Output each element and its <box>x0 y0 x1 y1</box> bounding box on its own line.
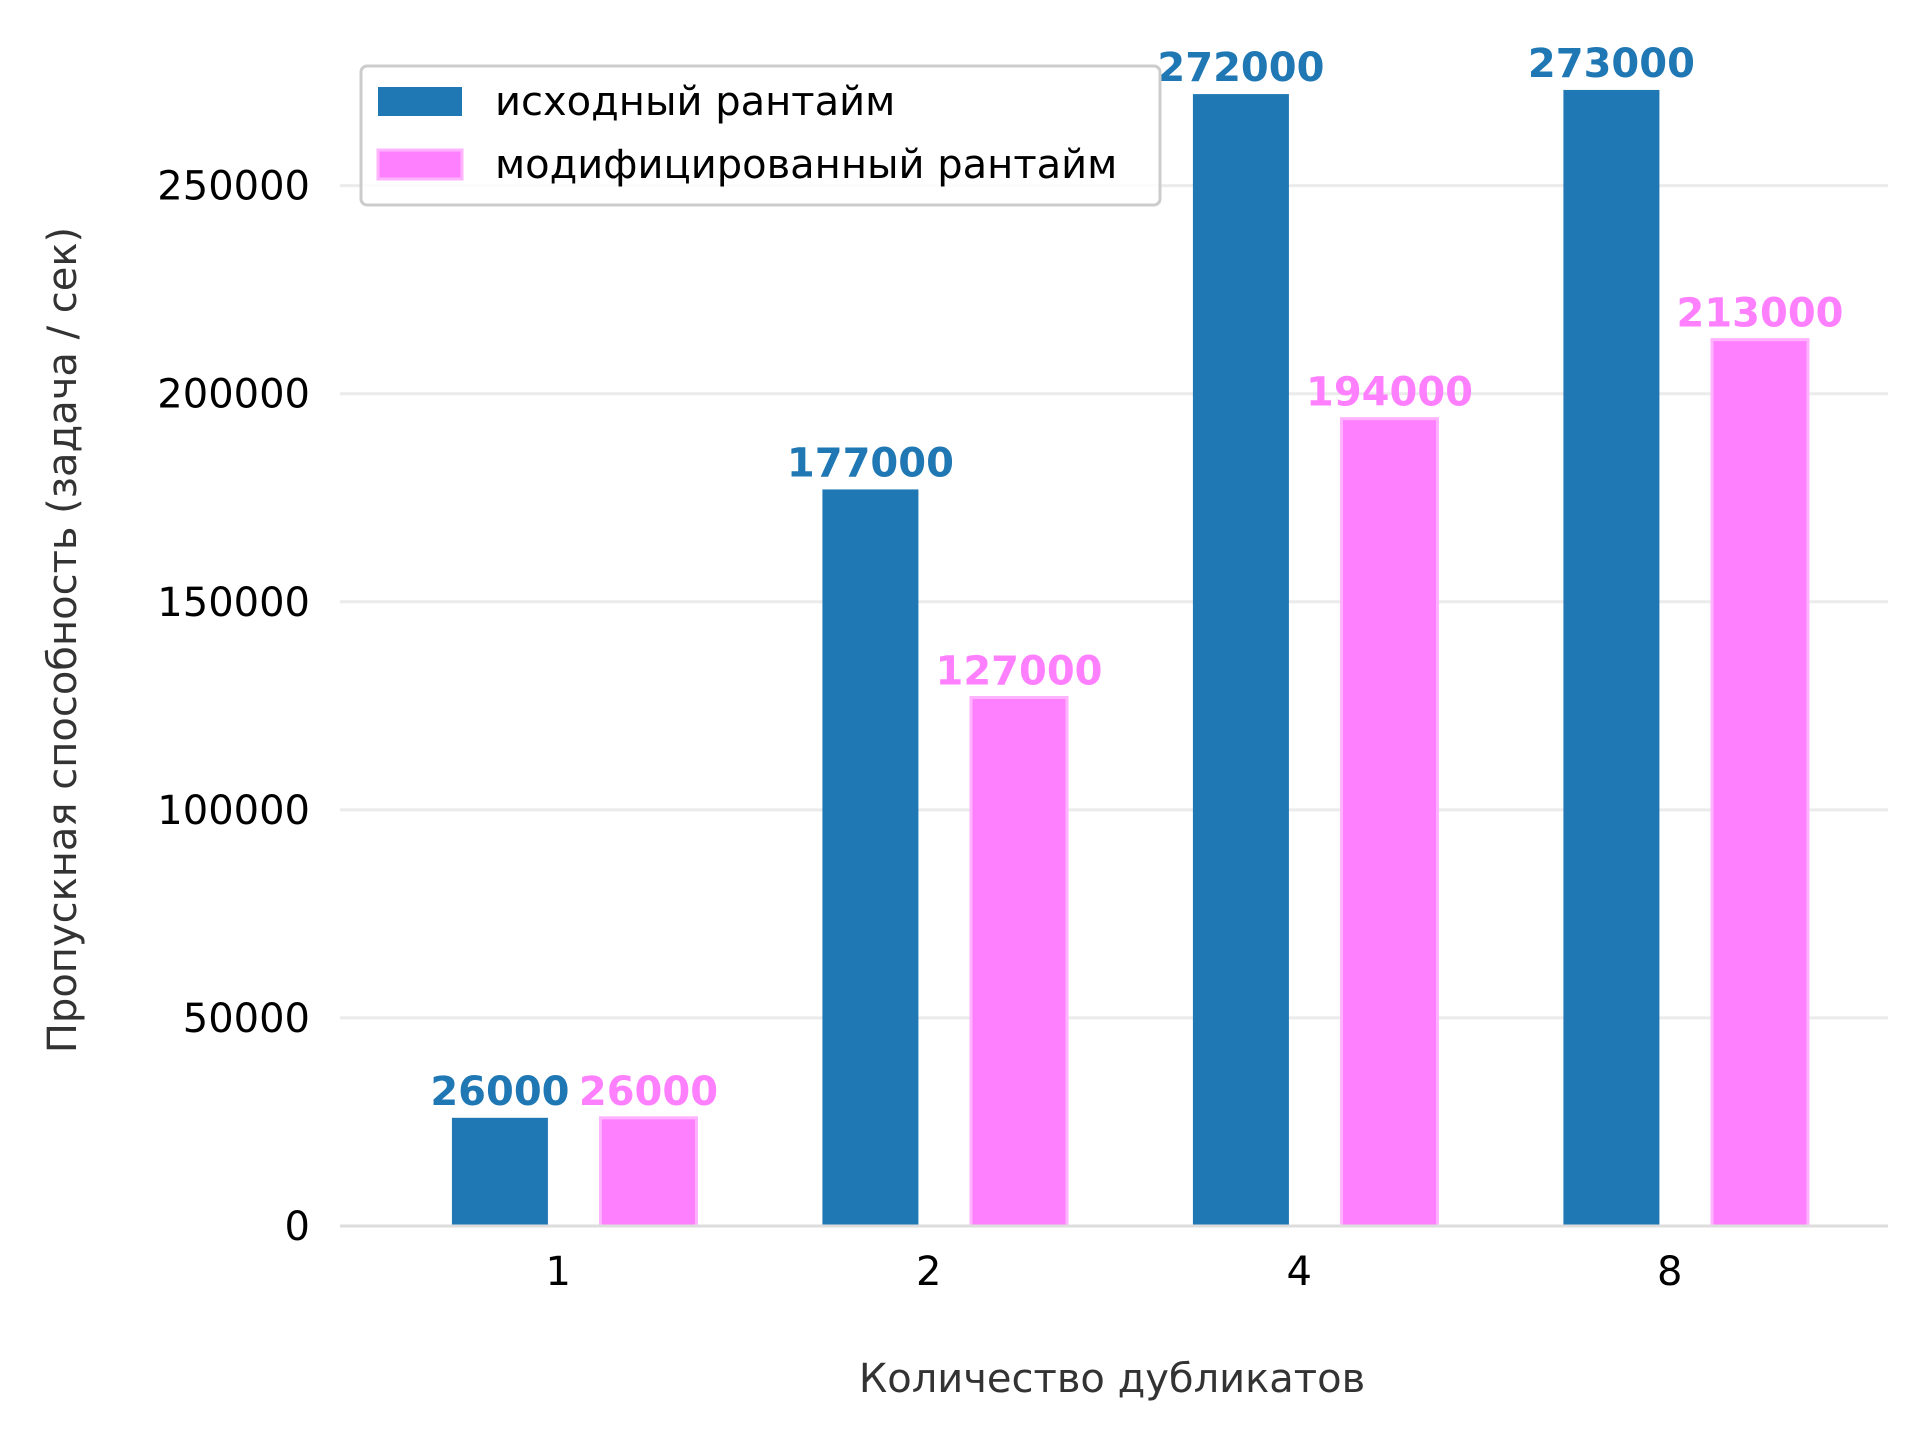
y-tick-label: 100000 <box>157 788 310 834</box>
data-label: 26000 <box>579 1069 718 1115</box>
bar-original <box>822 489 919 1226</box>
y-tick-label: 250000 <box>157 164 310 210</box>
data-label: 273000 <box>1528 41 1695 87</box>
data-label: 177000 <box>787 440 954 486</box>
x-axis-label: Количество дубликатов <box>859 1356 1365 1402</box>
data-label: 127000 <box>935 649 1102 695</box>
x-tick-label: 1 <box>546 1249 571 1295</box>
y-tick-label: 0 <box>285 1204 310 1250</box>
y-tick-label: 50000 <box>183 996 310 1042</box>
bar-modified <box>598 1116 698 1228</box>
axes: 0 50000 100000 150000 200000 250000 1 2 4 8 <box>157 164 1888 1295</box>
data-labels: 26000 26000 177000 127000 272000 194000 273000… <box>430 41 1843 1115</box>
bar-modified <box>1710 338 1810 1228</box>
y-axis-label: Пропускная способность (задача / сек) <box>40 227 86 1053</box>
legend-frame <box>359 64 1162 207</box>
data-label: 213000 <box>1676 291 1843 337</box>
data-label: 272000 <box>1157 45 1324 91</box>
legend-label-modified: модифицированный рантайм <box>495 142 1117 188</box>
legend-label-original: исходный рантайм <box>495 79 895 125</box>
legend-swatch-original <box>378 87 462 116</box>
bar-original <box>451 1117 548 1226</box>
bar-original <box>1192 94 1289 1226</box>
y-tick-label: 200000 <box>157 372 310 418</box>
bars <box>451 89 1810 1228</box>
bar-original <box>1563 89 1660 1226</box>
legend-swatch-modified <box>376 148 464 181</box>
x-tick-label: 2 <box>916 1249 941 1295</box>
x-tick-label: 4 <box>1287 1249 1312 1295</box>
legend: исходный рантайм модифицированный рантай… <box>359 64 1162 207</box>
bar-modified <box>969 696 1069 1228</box>
bar-modified <box>1339 417 1439 1228</box>
data-label: 194000 <box>1306 370 1473 416</box>
y-tick-label: 150000 <box>157 580 310 626</box>
data-label: 26000 <box>430 1069 569 1115</box>
x-tick-label: 8 <box>1657 1249 1682 1295</box>
